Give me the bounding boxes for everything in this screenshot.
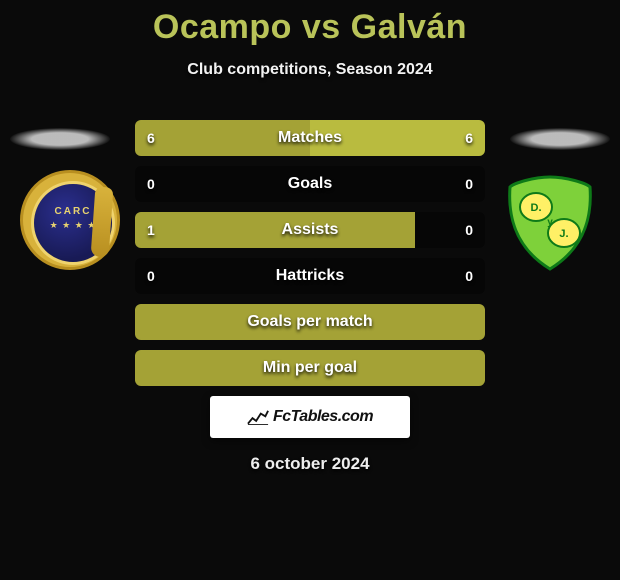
svg-text:J.: J. [559, 228, 568, 240]
stat-label: Min per goal [135, 350, 485, 386]
stat-label: Assists [135, 212, 485, 248]
stat-row: 00Goals [135, 166, 485, 202]
brand-chart-icon [247, 409, 269, 426]
stat-label: Goals [135, 166, 485, 202]
svg-text:y: y [547, 217, 553, 228]
stat-label: Hattricks [135, 258, 485, 294]
club-crest-right: D. y J. [500, 175, 600, 275]
brand-text: FcTables.com [273, 408, 373, 426]
player-shadow-right [510, 128, 610, 150]
comparison-card: Ocampo vs Galván Club competitions, Seas… [0, 0, 620, 580]
stats-bars: 66Matches 00Goals 10Assists 00Hattricks Goal… [135, 120, 485, 396]
stat-row: Min per goal [135, 350, 485, 386]
brand-link[interactable]: FcTables.com [210, 396, 410, 438]
rosario-crest: CARC ★ ★ ★ ★ [20, 170, 120, 270]
dyj-crest: D. y J. [500, 175, 600, 275]
player-shadow-left [10, 128, 110, 150]
generated-date: 6 october 2024 [0, 454, 620, 474]
club-crest-left: CARC ★ ★ ★ ★ [20, 170, 120, 270]
svg-text:D.: D. [531, 202, 542, 214]
stat-row: Goals per match [135, 304, 485, 340]
shield-icon: D. y J. [506, 175, 594, 271]
page-subtitle: Club competitions, Season 2024 [0, 61, 620, 79]
stat-label: Goals per match [135, 304, 485, 340]
stat-label: Matches [135, 120, 485, 156]
stat-row: 66Matches [135, 120, 485, 156]
page-title: Ocampo vs Galván [0, 8, 620, 47]
stat-row: 00Hattricks [135, 258, 485, 294]
stat-row: 10Assists [135, 212, 485, 248]
